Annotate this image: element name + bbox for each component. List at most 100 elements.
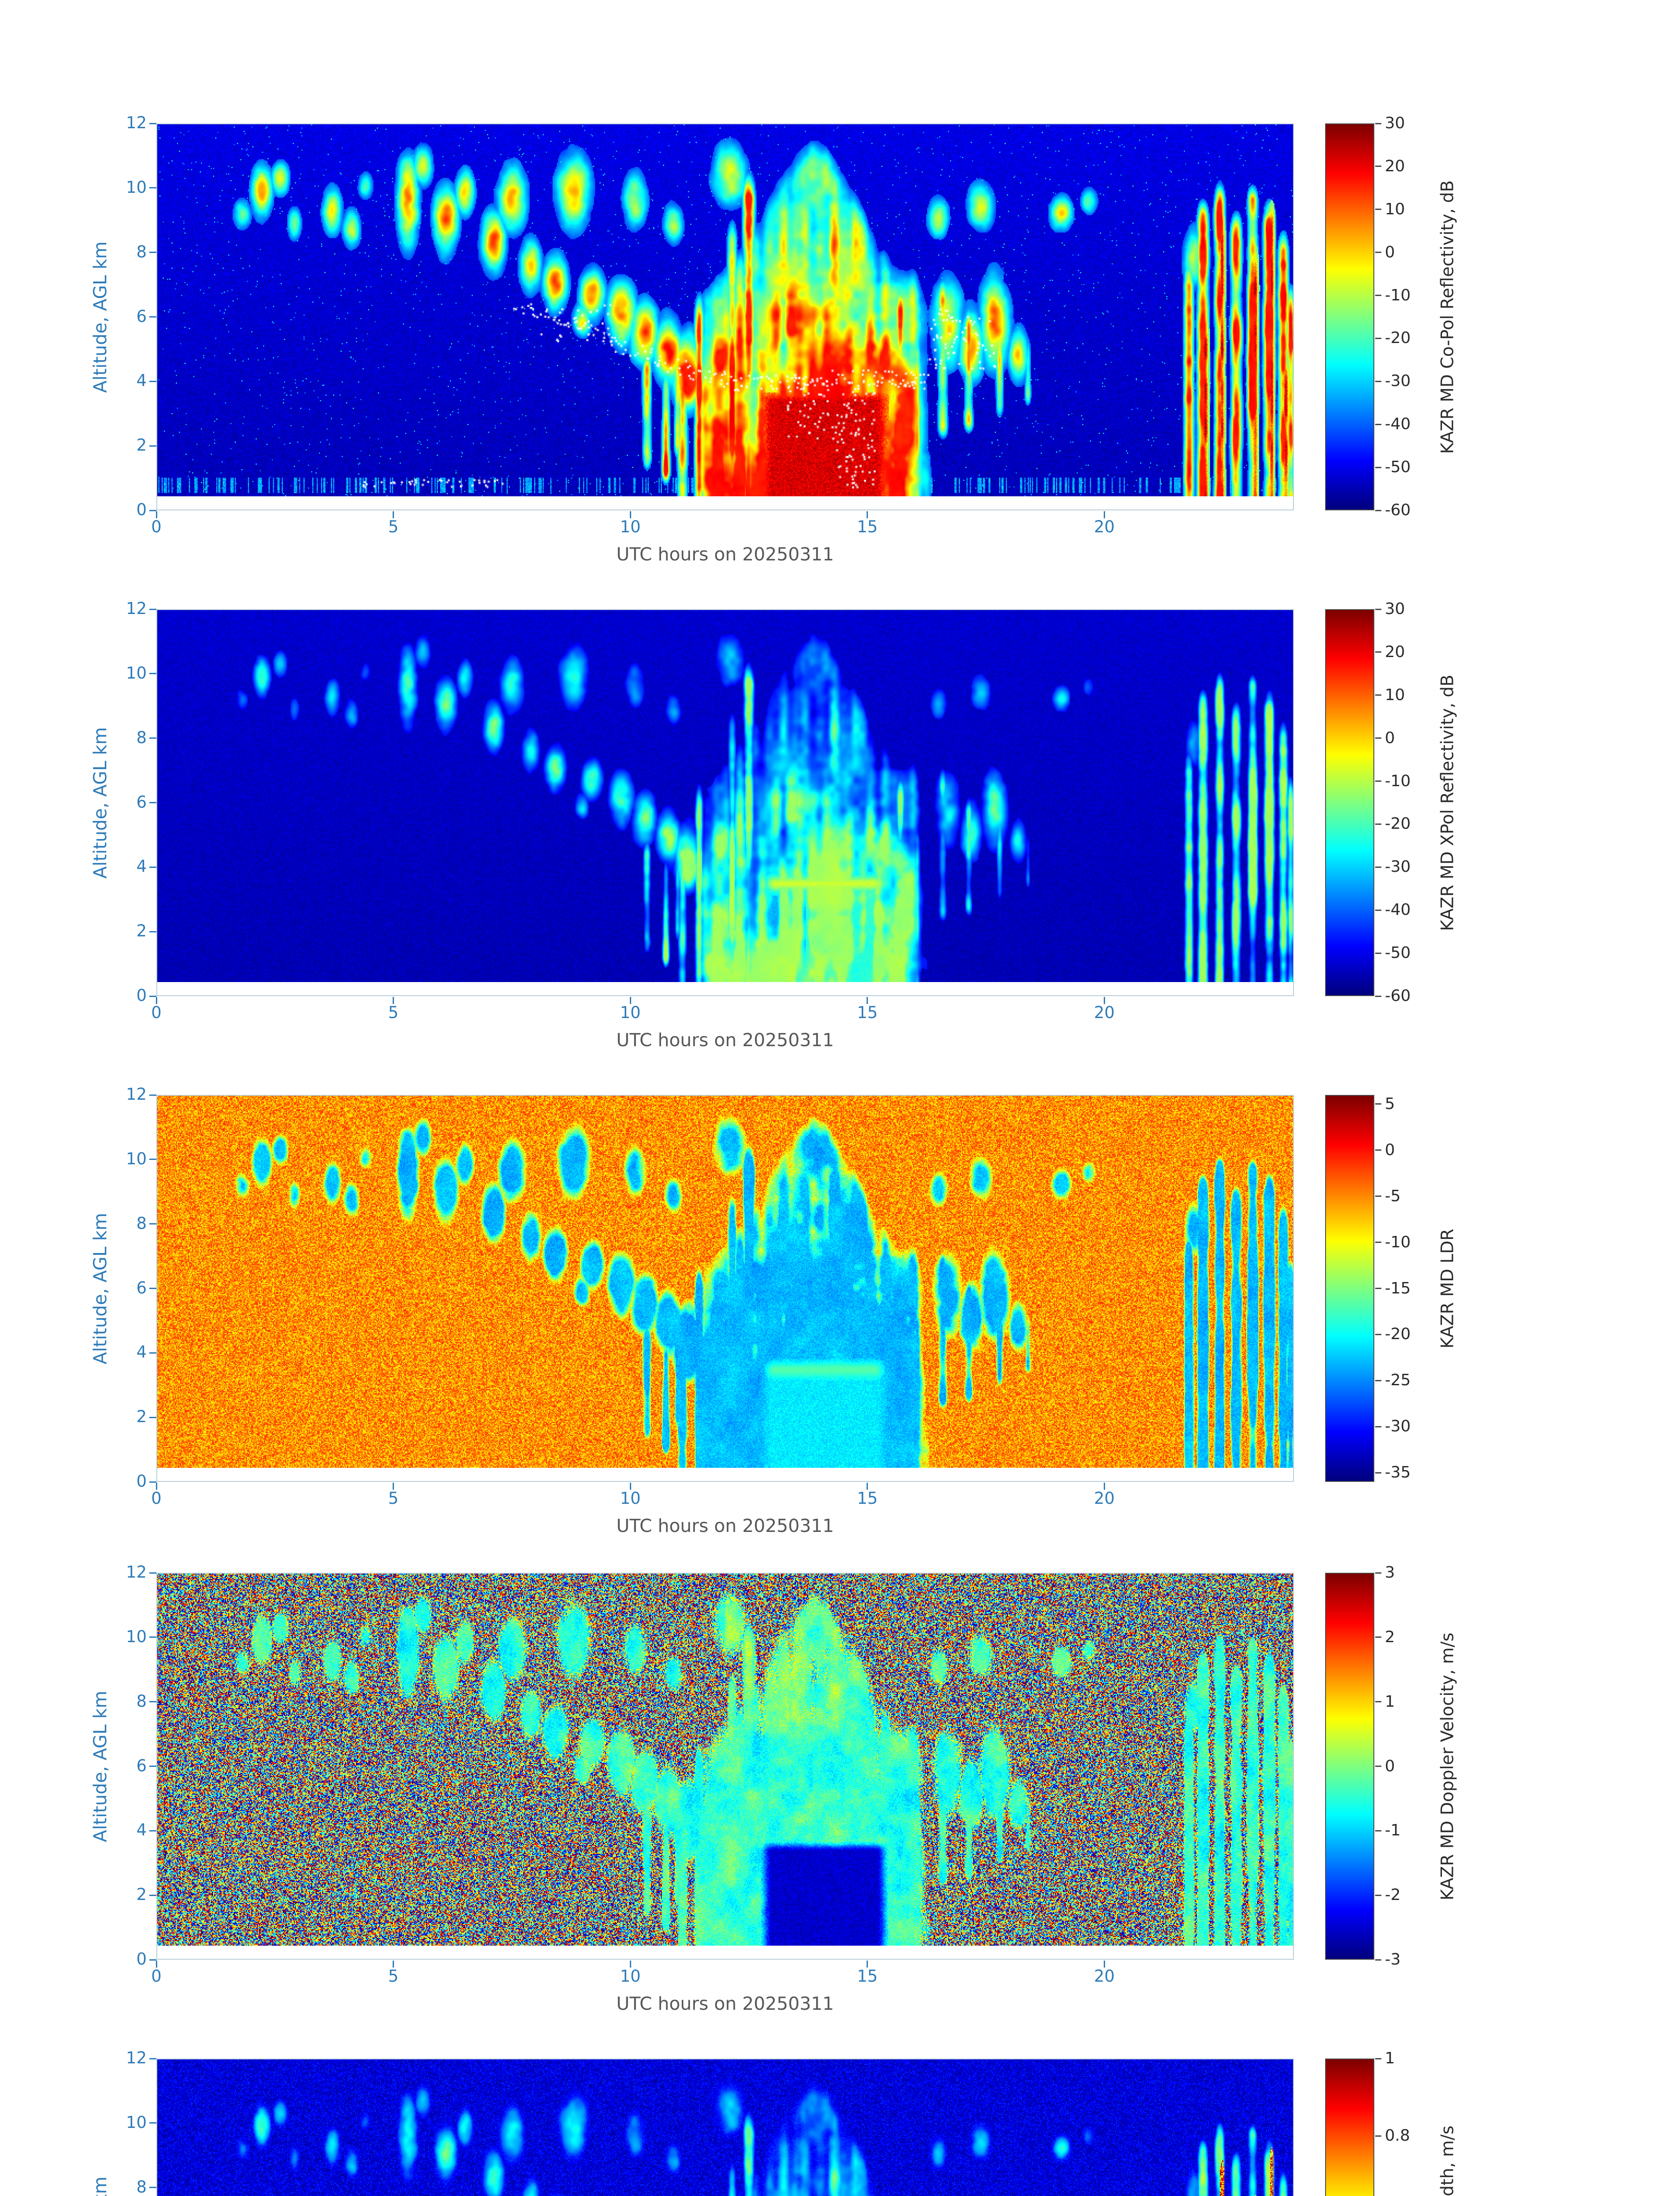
colorbar-tick-label: 30	[1385, 600, 1405, 618]
y-tick-label: 10	[126, 177, 147, 197]
y-tick-mark	[149, 2187, 156, 2189]
x-tick-mark	[629, 1961, 631, 1968]
colorbar-tick-label: -30	[1385, 1417, 1411, 1436]
plot-area-xpol	[156, 609, 1294, 996]
y-tick-label: 0	[136, 1472, 147, 1491]
colorbar-tick-mark	[1375, 995, 1381, 997]
y-tick-label: 4	[136, 857, 147, 876]
colorbar-tick-label: 1	[1385, 1692, 1395, 1711]
plot-area-spectral-width	[156, 2059, 1294, 2196]
colorbar-tick-mark	[1375, 1288, 1381, 1289]
x-axis-label: UTC hours on 20250311	[616, 1029, 834, 1051]
colorbar-tick-label: -20	[1385, 1325, 1411, 1344]
colorbar-tick-mark	[1375, 952, 1381, 954]
x-tick-label: 5	[388, 517, 399, 536]
colorbar-tick-label: 0.8	[1385, 2127, 1410, 2145]
colorbar-tick-label: -60	[1385, 987, 1411, 1005]
y-tick-mark	[149, 931, 156, 932]
y-tick-mark	[149, 1636, 156, 1638]
colorbar-tick-label: -10	[1385, 772, 1411, 790]
colorbar-tick-label: -2	[1385, 1886, 1401, 1904]
x-tick-label: 20	[1094, 1967, 1115, 1986]
colorbar-tick-label: 5	[1385, 1094, 1395, 1113]
colorbar-gradient	[1326, 610, 1373, 995]
y-tick-label: 8	[136, 2177, 147, 2196]
y-tick-label: 12	[126, 2048, 147, 2067]
colorbar-tick-label: 30	[1385, 114, 1405, 132]
x-tick-label: 20	[1094, 1003, 1115, 1022]
x-tick-mark	[1103, 1483, 1105, 1490]
x-tick-label: 15	[857, 1489, 878, 1508]
x-tick-mark	[155, 1483, 157, 1490]
y-tick-label: 6	[136, 1756, 147, 1775]
panel-xpol-reflectivity: Altitude, AGL km UTC hours on 20250311 K…	[0, 599, 1680, 1095]
colorbar-gradient	[1326, 1096, 1373, 1481]
colorbar-tick-label: -50	[1385, 944, 1411, 962]
colorbar-tick-mark	[1375, 380, 1381, 382]
colorbar-gradient	[1326, 1574, 1373, 1959]
y-tick-mark	[149, 445, 156, 447]
y-tick-mark	[149, 2122, 156, 2124]
y-tick-label: 2	[136, 1885, 147, 1904]
colorbar-tick-mark	[1375, 295, 1381, 296]
colorbar-tick-label: -30	[1385, 858, 1411, 876]
x-tick-label: 10	[620, 1967, 641, 1986]
y-tick-label: 8	[136, 1691, 147, 1711]
colorbar-tick-label: -10	[1385, 1233, 1411, 1251]
x-tick-mark	[629, 1483, 631, 1490]
x-tick-label: 0	[151, 1967, 162, 1986]
colorbar-tick-label: -3	[1385, 1950, 1401, 1968]
colorbar-tick-mark	[1375, 1636, 1381, 1638]
x-tick-mark	[393, 1483, 394, 1490]
y-tick-label: 12	[126, 1563, 147, 1582]
colorbar-tick-mark	[1375, 1830, 1381, 1831]
colorbar-tick-label: -15	[1385, 1279, 1411, 1297]
y-tick-label: 10	[126, 663, 147, 683]
y-tick-mark	[149, 252, 156, 253]
y-tick-label: 10	[126, 2113, 147, 2132]
x-tick-mark	[1103, 511, 1105, 518]
y-tick-label: 6	[136, 307, 147, 326]
colorbar-tick-mark	[1375, 909, 1381, 911]
x-tick-mark	[1103, 1961, 1105, 1968]
colorbar-tick-label: 0	[1385, 729, 1395, 747]
colorbar-tick-mark	[1375, 866, 1381, 868]
x-tick-label: 5	[388, 1967, 399, 1986]
colorbar-tick-mark	[1375, 651, 1381, 653]
x-axis-label: UTC hours on 20250311	[616, 1515, 834, 1536]
colorbar-tick-mark	[1375, 1426, 1381, 1427]
colorbar-tick-mark	[1375, 337, 1381, 339]
colorbar-tick-label: -60	[1385, 501, 1411, 519]
plot-area-velocity	[156, 1573, 1294, 1960]
colorbar-tick-label: 0	[1385, 1141, 1395, 1159]
y-tick-mark	[149, 1830, 156, 1831]
y-tick-label: 4	[136, 1820, 147, 1840]
x-tick-mark	[393, 1961, 394, 1968]
colorbar-velocity	[1325, 1573, 1374, 1960]
x-tick-label: 15	[857, 1967, 878, 1986]
colorbar-tick-mark	[1375, 1959, 1381, 1961]
heatmap-canvas-ldr	[157, 1096, 1293, 1481]
colorbar-tick-mark	[1375, 694, 1381, 696]
x-tick-label: 0	[151, 1003, 162, 1022]
colorbar-tick-mark	[1375, 123, 1381, 124]
y-tick-mark	[149, 1572, 156, 1574]
y-tick-mark	[149, 187, 156, 189]
colorbar-tick-label: 20	[1385, 157, 1405, 175]
colorbar-tick-mark	[1375, 823, 1381, 825]
x-tick-label: 15	[857, 517, 878, 536]
x-tick-label: 10	[620, 517, 641, 536]
y-tick-label: 2	[136, 921, 147, 941]
x-axis-label: UTC hours on 20250311	[616, 544, 834, 565]
colorbar-tick-label: -30	[1385, 372, 1411, 390]
y-tick-mark	[149, 316, 156, 318]
colorbar-label: KAZR MD XPol Reflectivity, dB	[1438, 675, 1458, 931]
y-tick-label: 0	[136, 1950, 147, 1968]
y-tick-mark	[149, 1094, 156, 1096]
panel-spectral-width: Altitude, AGL km UTC hours on 20250311 K…	[0, 2048, 1680, 2196]
colorbar-tick-mark	[1375, 509, 1381, 511]
colorbar-gradient	[1326, 124, 1373, 509]
y-tick-label: 8	[136, 1214, 147, 1233]
colorbar-tick-mark	[1375, 608, 1381, 610]
x-tick-mark	[393, 997, 394, 1004]
